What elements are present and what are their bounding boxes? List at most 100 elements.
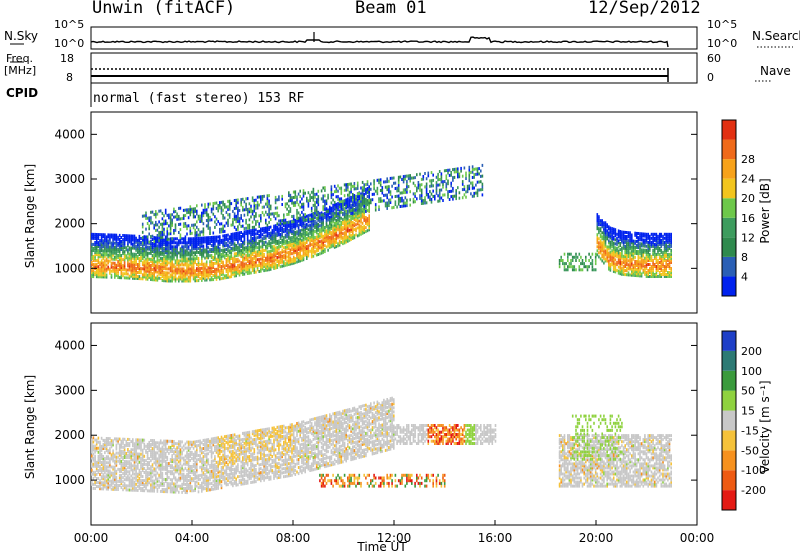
power-cell [612,265,615,269]
power-cell [384,201,387,205]
power-cell [317,248,320,252]
power-cell [312,190,315,194]
power-cell [168,213,170,217]
power-cell [276,198,279,202]
power-cell [450,173,452,177]
velocity-cell [94,480,96,484]
power-cell [307,252,310,256]
power-cell [333,237,336,241]
power-cell [460,166,462,170]
power-cell [163,219,165,223]
power-cell [127,248,129,252]
power-cell [616,242,618,246]
power-cell [335,227,338,230]
power-cell [212,262,215,265]
power-cell [220,222,223,226]
power-cell [355,203,357,207]
power-cell [109,241,111,245]
power-cell [281,194,283,198]
power-cell [276,258,279,261]
power-cell [624,230,626,234]
power-cell [273,248,275,252]
power-cell [420,199,423,203]
power-cell [197,265,200,268]
power-y-tick-label: 4000 [54,127,85,141]
power-cell [304,231,306,235]
power-cell [348,190,351,194]
power-cell [222,264,224,268]
velocity-cell [94,450,96,454]
power-cell [263,261,265,265]
power-cell [220,265,223,268]
power-cell [135,252,137,256]
power-cell [327,214,329,218]
power-cell [130,268,132,272]
power-cell [196,279,198,283]
power-cell [652,250,654,254]
power-cell [274,211,277,215]
power-cell [452,189,454,193]
power-cell [563,268,566,272]
power-cell [365,187,367,191]
power-cell [194,223,196,227]
power-cell [324,236,326,240]
power-cell [214,253,216,257]
power-cell [122,268,124,272]
power-cell [137,256,139,260]
power-cell [140,249,142,253]
power-cell [558,259,561,262]
power-cell [393,181,395,185]
power-cell [343,239,346,243]
power-cell [588,259,590,262]
power-cell [616,250,618,254]
power-cell [663,256,666,260]
power-cell [127,256,129,260]
power-cell [455,194,457,198]
power-cell [166,230,169,233]
power-cell [663,273,666,276]
power-cell [624,257,626,260]
power-cell [356,212,359,216]
power-cell [322,228,324,232]
power-cell [184,235,187,239]
power-cell [283,238,285,242]
power-cell [265,218,267,222]
power-cell [461,180,464,184]
power-cell [655,252,658,256]
power-cell [100,265,103,269]
power-cell [95,253,98,257]
power-cell [201,240,203,244]
power-cell [253,232,256,236]
power-cell [302,236,305,240]
power-cell [268,268,270,272]
power-cell [181,257,183,261]
power-cell [94,259,96,263]
power-cell [335,214,338,218]
power-cell [176,253,178,257]
power-cell [219,271,221,275]
power-cell [662,240,664,244]
power-cell [187,245,190,249]
power-cell [155,242,157,246]
power-cell [274,228,277,232]
power-cell [279,265,282,269]
power-cell [145,235,147,239]
power-cell [342,199,344,203]
power-cell [447,179,449,183]
power-cell [268,207,270,211]
power-cell [419,194,421,198]
power-cell [217,275,219,279]
power-cell [384,180,387,184]
power-cell [219,201,221,205]
power-cell [125,256,128,260]
power-cell [227,259,229,263]
power-cell [253,201,256,205]
power-cell [448,168,451,172]
power-cell [105,249,108,253]
power-cell [94,253,96,256]
power-cell [176,243,178,247]
power-cell [356,195,359,198]
power-cell [260,229,262,233]
power-cell [301,244,303,248]
power-cell [227,267,229,271]
